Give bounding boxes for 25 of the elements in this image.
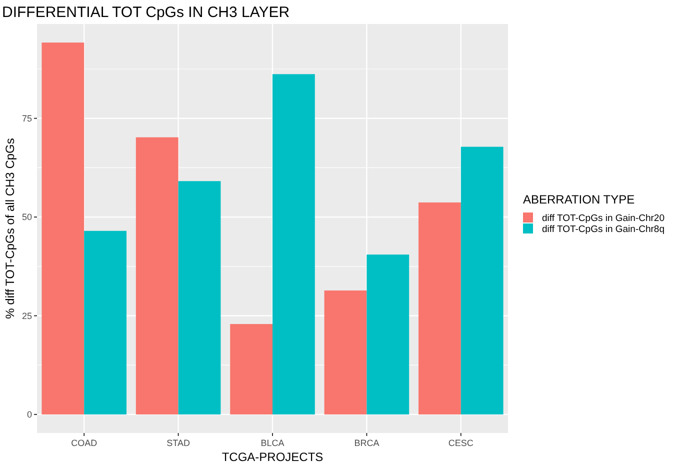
x-axis-title: TCGA-PROJECTS bbox=[222, 450, 324, 464]
y-tick-label: 25 bbox=[22, 310, 32, 321]
x-tick-label: BRCA bbox=[354, 438, 380, 448]
x-tick-label: STAD bbox=[166, 438, 190, 448]
y-tick-label: 75 bbox=[22, 114, 32, 124]
y-axis-title: % diff TOT-CpGs of all CH3 CpGs bbox=[3, 138, 17, 319]
bar bbox=[178, 181, 221, 414]
bar bbox=[460, 146, 504, 414]
bar bbox=[42, 42, 84, 414]
y-tick-label: 50 bbox=[22, 212, 32, 222]
x-tick-label: CESC bbox=[448, 438, 474, 448]
bar bbox=[324, 290, 367, 414]
x-tick-label: BLCA bbox=[260, 438, 284, 448]
bar bbox=[230, 324, 272, 414]
bar bbox=[84, 230, 126, 414]
legend-title: ABERRATION TYPE bbox=[523, 192, 635, 206]
bar bbox=[366, 254, 410, 414]
legend-label: diff TOT-CpGs in Gain-Chr8q bbox=[542, 224, 664, 235]
chart-title: DIFFERENTIAL TOT CpGs IN CH3 LAYER bbox=[2, 4, 290, 21]
x-tick-label: COAD bbox=[71, 438, 98, 448]
legend-label: diff TOT-CpGs in Gain-Chr20 bbox=[542, 212, 664, 224]
bar bbox=[272, 74, 315, 414]
y-tick-label: 0 bbox=[26, 410, 32, 420]
bar bbox=[418, 202, 461, 414]
bar bbox=[136, 137, 178, 414]
